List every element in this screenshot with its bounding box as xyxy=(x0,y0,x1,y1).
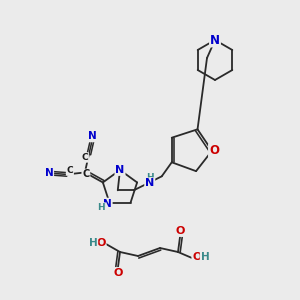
Text: O: O xyxy=(113,268,123,278)
Text: O: O xyxy=(209,144,219,157)
Text: H: H xyxy=(98,203,105,212)
Text: H: H xyxy=(146,173,154,182)
Text: C: C xyxy=(67,166,73,175)
Text: N: N xyxy=(44,168,53,178)
Text: H: H xyxy=(88,238,98,248)
Text: C: C xyxy=(82,169,89,179)
Text: N: N xyxy=(103,199,112,208)
Text: N: N xyxy=(116,165,124,175)
Text: O: O xyxy=(192,252,202,262)
Text: N: N xyxy=(145,178,154,188)
Text: N: N xyxy=(210,34,220,46)
Text: N: N xyxy=(88,131,96,141)
Text: C: C xyxy=(82,153,88,162)
Text: O: O xyxy=(175,226,185,236)
Text: H: H xyxy=(201,252,209,262)
Text: O: O xyxy=(96,238,106,248)
